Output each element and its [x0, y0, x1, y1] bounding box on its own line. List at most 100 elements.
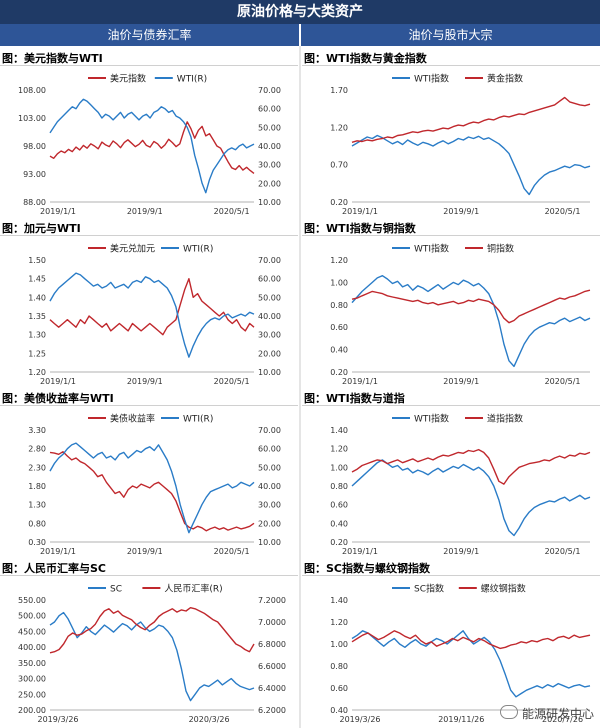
legend-item: WTI(R)	[154, 75, 207, 85]
series-line-1	[351, 134, 591, 196]
legend-label: WTI指数	[414, 73, 449, 85]
x-tick-label: 2019/1/1	[40, 377, 76, 386]
series-line-1	[49, 121, 255, 174]
y-tick-label-right: 6.4000	[258, 684, 286, 693]
legend-label: 螺纹钢指数	[481, 583, 526, 595]
x-tick-label: 2020/5/1	[545, 547, 581, 556]
series-line-1	[49, 278, 255, 336]
legend-label: 美元兑加元	[110, 243, 155, 255]
series-line-1	[49, 611, 255, 702]
y-tick-label-left: 1.20	[28, 368, 46, 377]
legend-label: WTI指数	[414, 413, 449, 425]
y-tick-label-left: 1.00	[330, 640, 348, 649]
y-tick-label-left: 1.00	[330, 278, 348, 287]
y-tick-label-left: 1.30	[28, 501, 46, 510]
y-tick-label-left: 500.00	[18, 612, 46, 621]
x-tick-label: 2020/5/1	[214, 207, 250, 216]
x-tick-label: 2019/1/1	[40, 207, 76, 216]
chart-svg: WTI指数 道指指数1.401.201.000.800.600.400.20201…	[330, 413, 591, 556]
legend-label: SC指数	[414, 583, 444, 595]
legend-item: WTI(R)	[161, 415, 213, 425]
y-tick-label-left: 0.20	[330, 368, 348, 377]
legend-label: 道指指数	[487, 413, 523, 425]
series-line-2	[351, 448, 591, 485]
legend-item: 美债收益率	[88, 413, 155, 425]
chart-title: 图：美债收益率与WTI	[0, 392, 298, 406]
y-tick-label-right: 10.00	[258, 538, 281, 547]
legend-item: 美元兑加元	[88, 243, 155, 255]
x-tick-label: 2020/5/1	[545, 207, 581, 216]
y-tick-label-left: 108.00	[18, 86, 46, 95]
y-tick-label-right: 40.00	[258, 142, 281, 151]
y-tick-label-right: 60.00	[258, 275, 281, 284]
y-tick-label-left: 300.00	[18, 675, 46, 684]
x-tick-label: 2020/5/1	[545, 377, 581, 386]
y-tick-label-right: 6.6000	[258, 662, 286, 671]
y-tick-label-left: 0.20	[330, 198, 348, 207]
chart-panel-7: 图：人民币汇率与SC SC 人民币汇率(R) 550.00 500.00 450.00 40…	[0, 562, 298, 728]
y-tick-label-left: 250.00	[18, 690, 46, 699]
x-tick-label: 2019/3/26	[339, 715, 380, 724]
legend-item: 人民币汇率(R)	[142, 583, 223, 595]
legend-label: WTI(R)	[177, 75, 207, 85]
y-tick-label-left: 1.20	[330, 256, 348, 265]
chart-title: 图：加元与WTI	[0, 222, 298, 236]
y-tick-label-right: 30.00	[258, 501, 281, 510]
x-tick-label: 2019/1/1	[40, 547, 76, 556]
y-tick-label-right: 10.00	[258, 368, 281, 377]
chart-svg: SC 人民币汇率(R) 550.00 500.00 450.00 400.00 350.00…	[18, 583, 286, 725]
y-tick-label-right: 30.00	[258, 161, 281, 170]
legend-label: SC	[110, 585, 122, 595]
y-tick-label-left: 0.60	[330, 684, 348, 693]
chart-panel-3: 图：加元与WTI 美元兑加元 WTI(R) 1.50 1.45 1.40 1.35 1.30 1…	[0, 222, 298, 390]
y-tick-label-right: 20.00	[258, 349, 281, 358]
y-tick-label-left: 0.30	[28, 538, 46, 547]
legend-item: SC指数	[392, 583, 444, 595]
chart-panel-5: 图：美债收益率与WTI 美债收益率 WTI(R) 3.30 2.80 2.30 1.80 1.…	[0, 392, 298, 560]
chart-panel-4: 图：WTI指数与铜指数 WTI指数 铜指数 1.20 1.00 0.80 0.60 0.40 0…	[302, 222, 600, 390]
legend-label: 美债收益率	[110, 413, 155, 425]
series-line-2	[49, 98, 255, 194]
legend-label: 铜指数	[487, 243, 514, 255]
y-tick-label-left: 1.40	[330, 426, 348, 435]
x-tick-label: 2019/1/1	[342, 547, 378, 556]
y-tick-label-left: 1.80	[28, 482, 46, 491]
legend-item: WTI(R)	[161, 245, 213, 255]
legend-item: 螺纹钢指数	[458, 583, 526, 595]
x-tick-label: 2019/9/1	[127, 207, 163, 216]
x-tick-label: 2019/9/1	[127, 547, 163, 556]
chart-title: 图：SC指数与螺纹钢指数	[302, 562, 600, 576]
y-tick-label-right: 60.00	[258, 445, 281, 454]
y-tick-label-left: 1.70	[330, 86, 348, 95]
x-tick-label: 2020/5/1	[214, 547, 250, 556]
x-tick-label: 2020/5/1	[214, 377, 250, 386]
chart-panel-2: 图：WTI指数与黄金指数 WTI指数 黄金指数 1.70 1.20 0.70 0.20 201…	[302, 52, 600, 220]
y-tick-label-left: 0.20	[330, 538, 348, 547]
y-tick-label-left: 1.00	[330, 463, 348, 472]
y-tick-label-left: 1.45	[28, 275, 46, 284]
y-tick-label-left: 103.00	[18, 114, 46, 123]
y-tick-label-right: 6.2000	[258, 706, 286, 715]
y-tick-label-right: 20.00	[258, 179, 281, 188]
y-tick-label-right: 60.00	[258, 105, 281, 114]
chart-panel-8: 图：SC指数与螺纹钢指数 SC指数 螺纹钢指数 1.40 1.20 1.00 0.80 0.6…	[302, 562, 600, 728]
legend-label: WTI(R)	[183, 245, 213, 255]
wechat-icon	[499, 705, 518, 719]
series-line-2	[49, 442, 255, 534]
legend-item: WTI指数	[392, 243, 449, 255]
y-tick-label-right: 50.00	[258, 123, 281, 132]
x-tick-label: 2019/9/1	[127, 377, 163, 386]
y-tick-label-right: 50.00	[258, 463, 281, 472]
y-tick-label-left: 0.80	[330, 662, 348, 671]
chart-svg: WTI指数 铜指数 1.20 1.00 0.80 0.60 0.40 0.202019/1/1…	[330, 243, 591, 386]
y-tick-label-left: 1.25	[28, 349, 46, 358]
chart-panel-6: 图：WTI指数与道指 WTI指数 道指指数 1.40 1.20 1.00 0.80 0.60 0…	[302, 392, 600, 560]
y-tick-label-right: 30.00	[258, 331, 281, 340]
chart-panel-1: 图：美元指数与WTI 美元指数 WTI(R) 108.00 103.00 98.00 93.…	[0, 52, 298, 220]
x-tick-label: 2019/9/1	[443, 207, 479, 216]
x-tick-label: 2019/3/26	[37, 715, 78, 724]
legend-label: 美元指数	[110, 73, 146, 85]
y-tick-label-left: 1.20	[330, 445, 348, 454]
legend-item: 道指指数	[465, 413, 523, 425]
y-tick-label-left: 0.40	[330, 519, 348, 528]
